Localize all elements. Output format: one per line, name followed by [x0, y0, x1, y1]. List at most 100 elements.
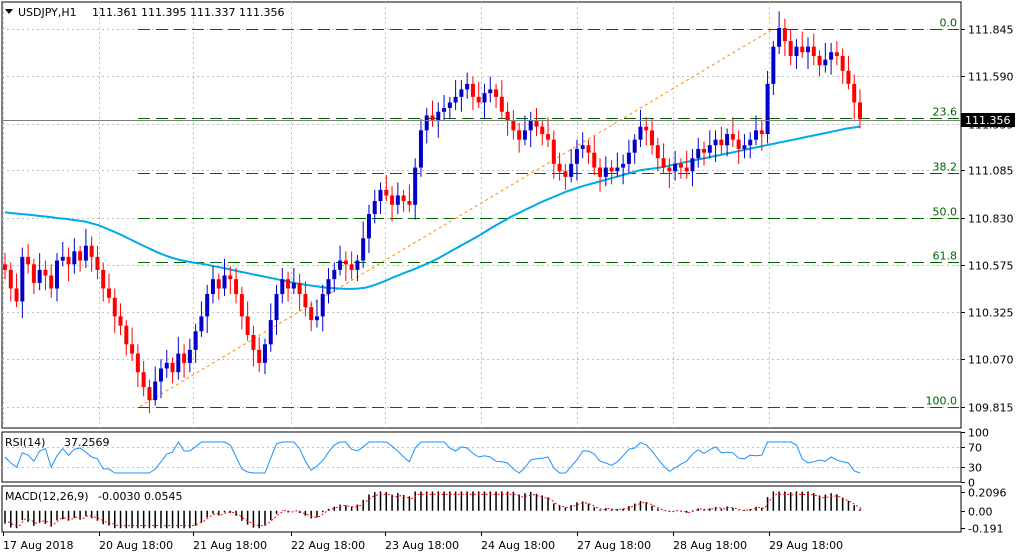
candle-body	[320, 294, 325, 317]
candle-body	[26, 256, 31, 265]
candle-body	[598, 167, 603, 177]
candle-body	[488, 89, 493, 94]
current-price-marker	[961, 113, 1015, 127]
candle-body	[72, 251, 77, 265]
candle-body	[274, 294, 279, 321]
candle-body	[551, 139, 556, 164]
candle-body	[528, 121, 533, 131]
macd-tick-label: -0.191	[968, 523, 1003, 536]
candle-body	[3, 264, 7, 270]
candle-body	[690, 158, 695, 172]
fibonacci-retracement[interactable]: 0.0 23.6 38.2 50.0 61.8 100.0	[138, 17, 959, 408]
candle-body	[424, 115, 429, 131]
time-tick-label: 23 Aug 18:00	[385, 539, 459, 552]
candle-body	[829, 52, 834, 60]
candle-body	[626, 152, 631, 164]
candle-body	[210, 279, 215, 295]
candle-body	[245, 316, 250, 335]
candle-body	[78, 251, 83, 261]
candle-body	[384, 189, 389, 196]
candle-body	[494, 89, 499, 97]
ohlc-values: 111.361 111.395 111.337 111.356	[92, 6, 284, 19]
fib-level-label: 0.0	[940, 17, 958, 30]
time-tick-label: 17 Aug 2018	[3, 539, 73, 552]
candle-body	[390, 195, 395, 205]
symbol-menu-triangle-icon[interactable]	[5, 9, 13, 14]
candle-body	[49, 275, 54, 289]
candle-body	[788, 41, 793, 56]
rsi-line	[2, 441, 961, 474]
rsi-series-line	[4, 441, 861, 474]
candle-body	[228, 275, 233, 280]
candle-body	[684, 167, 689, 172]
candle-body	[205, 294, 210, 317]
candle-body	[673, 163, 678, 172]
candle-body	[216, 279, 221, 289]
candle-body	[332, 269, 337, 280]
candle-body	[517, 130, 522, 140]
fib-level-label: 100.0	[926, 395, 958, 408]
candle-body	[534, 121, 539, 127]
candle-body	[453, 96, 458, 103]
candle-body	[234, 279, 239, 295]
candle-body	[193, 331, 198, 350]
candle-body	[101, 269, 106, 289]
candle-body	[286, 279, 291, 289]
candle-body	[14, 288, 19, 302]
candle-body	[546, 134, 551, 140]
candle-body	[418, 130, 423, 168]
candle-body	[89, 245, 94, 257]
candle-body	[834, 52, 839, 56]
trend-line[interactable]	[139, 28, 774, 408]
candle-body	[338, 260, 343, 270]
candle-body	[586, 145, 591, 153]
candle-body	[164, 362, 169, 369]
candle-body	[343, 260, 348, 265]
candle-body	[806, 46, 811, 53]
candle-body	[846, 70, 851, 84]
time-tick-label: 27 Aug 18:00	[577, 539, 651, 552]
price-tick-label: 109.815	[968, 402, 1014, 415]
candle-body	[430, 115, 435, 122]
macd-tick-label: 0.00	[968, 506, 993, 519]
candle-body	[748, 139, 753, 146]
candlesticks	[3, 11, 862, 414]
candle-body	[730, 134, 735, 140]
rsi-name: RSI(14)	[5, 436, 45, 449]
price-tick-label: 110.070	[968, 354, 1014, 367]
candle-body	[314, 316, 319, 321]
candle-body	[147, 387, 152, 401]
candle-body	[667, 167, 672, 172]
candle-body	[251, 334, 256, 350]
candle-body	[563, 171, 568, 177]
candle-body	[60, 256, 65, 261]
candle-body	[725, 134, 730, 146]
candle-body	[817, 55, 822, 66]
price-tick-label: 110.325	[968, 307, 1014, 320]
candle-body	[436, 111, 441, 122]
candle-body	[840, 55, 845, 71]
moving-average	[4, 125, 861, 290]
candle-body	[459, 89, 464, 97]
candle-body	[754, 130, 759, 140]
price-tick-label: 110.575	[968, 260, 1014, 273]
rsi-tick-label: 100	[968, 427, 989, 440]
macd-tick-label: 0.2096	[968, 487, 1007, 500]
candle-body	[297, 282, 302, 295]
candle-body	[505, 111, 510, 122]
rsi-pane-border	[1, 431, 962, 483]
candle-body	[603, 167, 608, 177]
candle-body	[222, 275, 227, 289]
candle-body	[199, 316, 204, 332]
trend-line-segment	[139, 28, 774, 408]
candle-body	[118, 316, 123, 326]
candle-body	[372, 201, 377, 215]
candle-body	[43, 269, 48, 276]
candle-body	[187, 349, 192, 363]
time-tick-label: 28 Aug 18:00	[673, 539, 747, 552]
candle-body	[522, 130, 527, 140]
candle-body	[655, 145, 660, 159]
